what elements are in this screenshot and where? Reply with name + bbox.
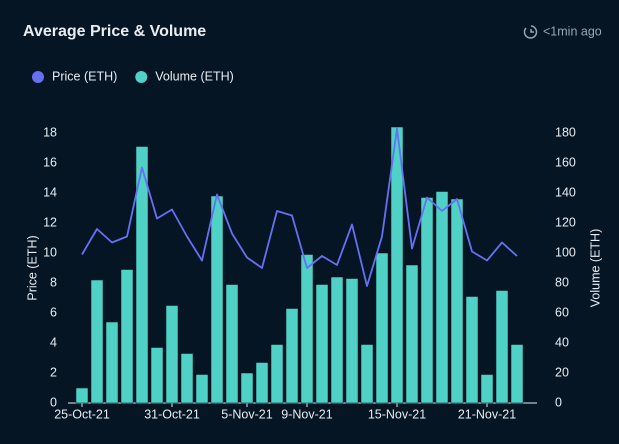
y2-tick-label: 0 xyxy=(555,395,562,409)
y2-tick-label: 100 xyxy=(555,245,576,259)
updated-label: <1min ago xyxy=(543,24,602,38)
y-tick-label: 0 xyxy=(50,395,57,409)
volume-bar xyxy=(405,264,419,404)
y-tick-label: 10 xyxy=(43,245,57,259)
y-axis-label: Price (ETH) xyxy=(25,235,39,300)
price-line xyxy=(81,127,518,287)
volume-bar xyxy=(270,344,284,404)
x-tick-label: 21-Nov-21 xyxy=(458,407,516,421)
volume-bar xyxy=(90,279,104,404)
y-tick-label: 18 xyxy=(43,125,57,139)
volume-bar xyxy=(75,387,89,404)
y-tick-label: 12 xyxy=(43,215,57,229)
y-tick-label: 16 xyxy=(43,155,57,169)
y2-tick-label: 60 xyxy=(555,305,569,319)
y-tick-label: 2 xyxy=(50,365,57,379)
x-tick-label: 25-Oct-21 xyxy=(54,407,110,421)
y-tick-label: 4 xyxy=(50,335,57,349)
volume-bar xyxy=(315,284,329,404)
y2-tick-label: 180 xyxy=(555,125,576,139)
volume-bar xyxy=(495,290,509,404)
y-tick-label: 14 xyxy=(43,185,57,199)
volume-bar xyxy=(360,344,374,404)
volume-bar xyxy=(240,372,254,404)
volume-bar xyxy=(105,321,119,404)
volume-bar xyxy=(210,195,224,404)
y2-tick-label: 160 xyxy=(555,155,576,169)
chart-title: Average Price & Volume xyxy=(23,23,206,40)
volume-bar xyxy=(435,191,449,404)
y2-axis-label: Volume (ETH) xyxy=(588,229,602,308)
volume-bar xyxy=(330,276,344,404)
x-tick-label: 31-Oct-21 xyxy=(144,407,200,421)
legend-label: Volume (ETH) xyxy=(155,69,234,83)
volume-bar xyxy=(465,296,479,404)
volume-bar xyxy=(225,284,239,404)
volume-bar xyxy=(450,198,464,404)
volume-bar xyxy=(420,197,434,404)
volume-bar xyxy=(165,305,179,404)
volume-bar xyxy=(375,252,389,404)
refresh-icon[interactable] xyxy=(523,25,538,39)
icon-arc xyxy=(523,25,538,39)
volume-bar xyxy=(390,126,404,404)
y-tick-label: 8 xyxy=(50,275,57,289)
volume-bar xyxy=(300,254,314,404)
y2-tick-label: 120 xyxy=(555,215,576,229)
volume-bar xyxy=(510,344,524,404)
legend-marker xyxy=(135,71,148,83)
volume-bar xyxy=(285,308,299,404)
y2-tick-label: 140 xyxy=(555,185,576,199)
y2-tick-label: 20 xyxy=(555,365,569,379)
volume-bar xyxy=(195,374,209,404)
volume-bar xyxy=(345,278,359,404)
y2-tick-label: 40 xyxy=(555,335,569,349)
volume-bar xyxy=(135,146,149,404)
volume-bar xyxy=(150,347,164,404)
x-tick-label: 5-Nov-21 xyxy=(221,407,272,421)
x-tick-label: 15-Nov-21 xyxy=(368,407,426,421)
legend-marker xyxy=(32,71,44,83)
y-tick-label: 6 xyxy=(50,305,57,319)
volume-bar xyxy=(480,374,494,404)
volume-bar xyxy=(120,269,134,404)
x-tick-label: 9-Nov-21 xyxy=(281,407,332,421)
volume-bar xyxy=(180,353,194,404)
icon-hand xyxy=(530,29,534,33)
volume-bar xyxy=(255,362,269,404)
legend-label: Price (ETH) xyxy=(52,69,117,83)
y2-tick-label: 80 xyxy=(555,275,569,289)
